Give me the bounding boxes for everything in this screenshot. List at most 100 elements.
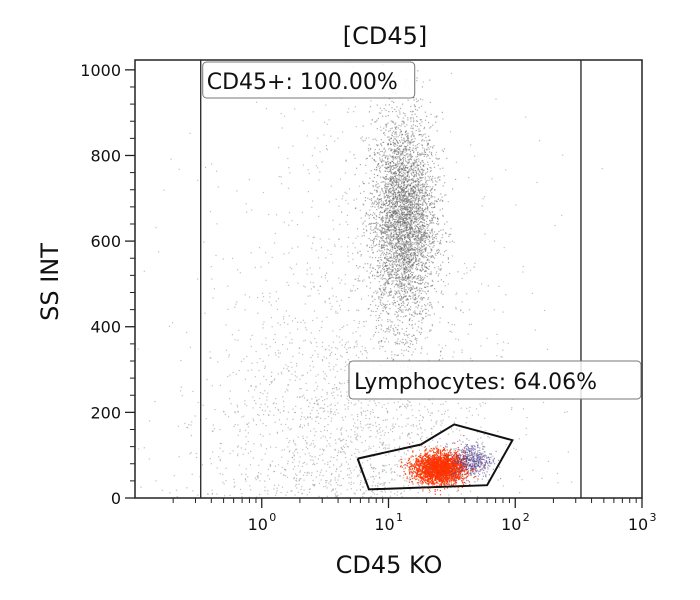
event-dot xyxy=(407,197,409,199)
event-dot xyxy=(410,168,412,170)
event-dot xyxy=(390,178,392,180)
event-dot xyxy=(356,309,358,311)
event-dot xyxy=(362,182,364,185)
event-dot xyxy=(438,158,440,160)
event-dot xyxy=(399,159,402,161)
event-dot xyxy=(391,235,393,238)
event-dot xyxy=(395,279,397,281)
event-dot xyxy=(407,137,409,140)
event-dot xyxy=(417,282,419,284)
event-dot xyxy=(408,162,410,164)
event-dot xyxy=(405,206,407,208)
event-dot xyxy=(429,251,431,254)
event-dot xyxy=(396,192,398,194)
event-dot xyxy=(431,261,433,263)
event-dot xyxy=(406,184,408,186)
event-dot xyxy=(405,191,407,193)
event-dot xyxy=(423,218,425,220)
event-dot xyxy=(389,154,391,156)
event-dot xyxy=(431,188,433,190)
event-dot xyxy=(375,245,377,247)
event-dot xyxy=(399,320,401,322)
event-dot xyxy=(411,354,413,356)
event-dot xyxy=(385,234,387,236)
event-dot xyxy=(421,140,423,142)
event-dot xyxy=(401,189,403,191)
event-dot xyxy=(389,257,391,259)
event-dot xyxy=(431,151,433,154)
event-dot xyxy=(419,310,421,312)
event-dot xyxy=(405,149,407,151)
event-dot xyxy=(406,167,409,169)
event-dot xyxy=(413,249,415,251)
event-dot xyxy=(384,263,386,265)
event-dot xyxy=(430,456,432,458)
event-dot xyxy=(423,244,425,246)
event-dot xyxy=(416,192,418,194)
event-dot xyxy=(382,191,384,193)
event-dot xyxy=(420,296,422,298)
event-dot xyxy=(403,230,405,232)
event-dot xyxy=(401,240,403,242)
event-dot xyxy=(399,229,401,231)
event-dot xyxy=(405,196,407,198)
event-dot xyxy=(400,224,402,226)
event-dot xyxy=(442,254,444,256)
event-dot xyxy=(432,216,435,219)
event-dot xyxy=(404,165,406,167)
event-dot xyxy=(411,183,413,185)
event-dot xyxy=(400,310,402,312)
event-dot xyxy=(391,182,393,185)
event-dot xyxy=(425,262,427,264)
event-dot xyxy=(400,165,402,167)
event-dot xyxy=(395,174,397,176)
event-dot xyxy=(406,290,408,293)
event-dot xyxy=(407,335,409,337)
event-dot xyxy=(380,112,382,114)
event-dot xyxy=(412,189,414,191)
event-dot xyxy=(409,142,411,144)
event-dot xyxy=(407,283,409,285)
event-dot xyxy=(409,143,411,145)
event-dot xyxy=(426,483,428,485)
event-dot xyxy=(373,202,376,204)
event-dot xyxy=(376,128,378,130)
event-dot xyxy=(425,247,427,249)
event-dot xyxy=(429,157,431,159)
event-dot xyxy=(417,326,419,328)
event-dot xyxy=(438,250,440,252)
event-dot xyxy=(430,167,432,169)
event-dot xyxy=(389,303,391,305)
event-dot xyxy=(409,280,411,282)
event-dot xyxy=(417,234,419,236)
event-dot xyxy=(415,174,417,176)
event-dot xyxy=(422,281,424,283)
event-dot xyxy=(439,209,441,211)
event-dot xyxy=(401,255,403,257)
event-dot xyxy=(411,208,413,210)
event-dot xyxy=(387,258,389,260)
event-dot xyxy=(394,246,396,248)
event-dot xyxy=(402,148,405,150)
event-dot xyxy=(401,214,403,216)
event-dot xyxy=(415,462,417,464)
event-dot xyxy=(409,276,412,278)
event-dot xyxy=(390,321,392,323)
event-dot xyxy=(410,295,412,297)
event-dot xyxy=(396,153,398,155)
event-dot xyxy=(392,188,394,190)
event-dot xyxy=(441,234,444,236)
event-dot xyxy=(399,201,401,204)
event-dot xyxy=(404,169,406,171)
event-dot xyxy=(398,176,400,178)
event-dot xyxy=(385,229,387,231)
event-dot xyxy=(404,268,406,270)
event-dot xyxy=(381,294,383,296)
event-dot xyxy=(404,248,407,250)
event-dot xyxy=(393,162,395,165)
event-dot xyxy=(437,176,439,178)
event-dot xyxy=(401,279,403,281)
event-dot xyxy=(408,221,410,223)
event-dot xyxy=(429,127,431,129)
event-dot xyxy=(406,164,408,166)
